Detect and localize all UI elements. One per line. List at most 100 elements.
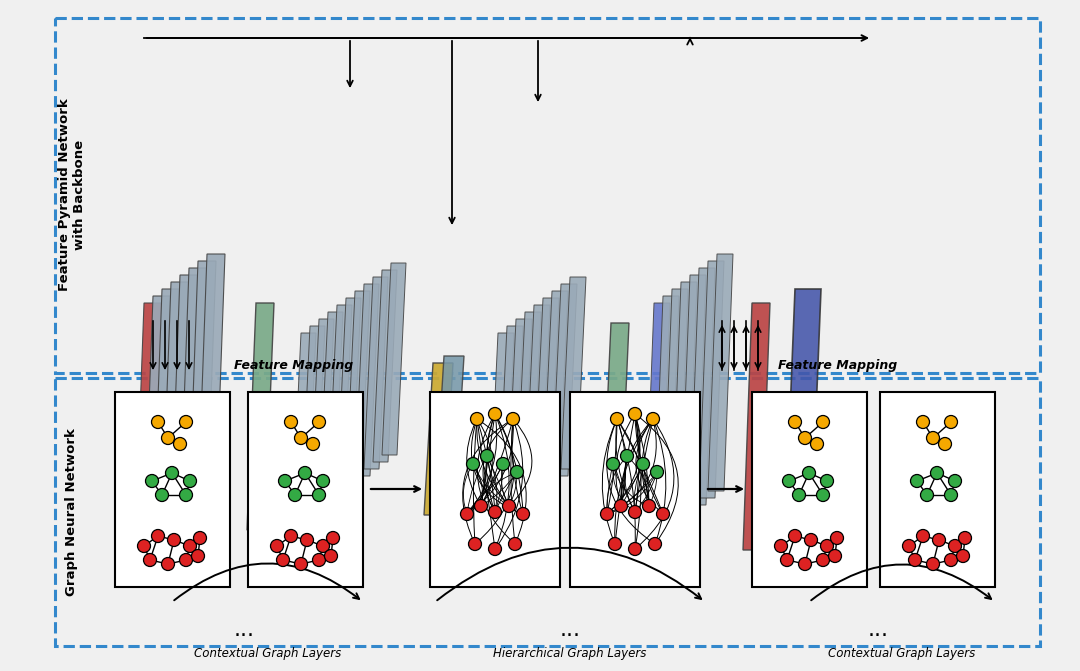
Circle shape (471, 413, 484, 425)
Circle shape (284, 529, 297, 542)
Circle shape (295, 558, 308, 570)
Polygon shape (708, 254, 733, 491)
Text: ...: ... (867, 620, 889, 640)
Circle shape (927, 558, 940, 570)
Circle shape (783, 474, 796, 488)
Circle shape (648, 537, 661, 550)
Circle shape (488, 407, 501, 421)
Polygon shape (525, 305, 550, 497)
Circle shape (945, 554, 958, 566)
Circle shape (488, 505, 501, 519)
Circle shape (279, 474, 292, 488)
Circle shape (156, 488, 168, 501)
Circle shape (908, 554, 921, 566)
Bar (248, 392, 363, 587)
Polygon shape (328, 305, 352, 497)
Circle shape (920, 488, 933, 501)
Polygon shape (247, 303, 274, 530)
Circle shape (137, 539, 150, 552)
Circle shape (193, 531, 206, 544)
Circle shape (516, 507, 529, 521)
Circle shape (326, 531, 339, 544)
Circle shape (179, 415, 192, 429)
Polygon shape (498, 326, 523, 518)
Polygon shape (534, 298, 559, 490)
Circle shape (174, 437, 187, 450)
Circle shape (931, 466, 944, 480)
Polygon shape (373, 270, 397, 462)
Circle shape (284, 415, 297, 429)
Bar (430, 392, 561, 587)
Circle shape (507, 413, 519, 425)
Circle shape (184, 474, 197, 488)
Circle shape (615, 499, 627, 513)
Circle shape (191, 550, 204, 562)
Circle shape (162, 431, 175, 444)
Polygon shape (699, 261, 724, 498)
Circle shape (793, 488, 806, 501)
Polygon shape (319, 312, 343, 504)
Circle shape (917, 415, 930, 429)
Circle shape (816, 415, 829, 429)
Bar (752, 392, 867, 587)
Polygon shape (690, 268, 715, 505)
Circle shape (816, 488, 829, 501)
Polygon shape (681, 275, 706, 512)
Circle shape (497, 458, 510, 470)
Circle shape (467, 458, 480, 470)
Circle shape (312, 554, 325, 566)
Circle shape (945, 488, 958, 501)
Circle shape (810, 437, 824, 450)
Circle shape (179, 488, 192, 501)
Polygon shape (301, 326, 325, 518)
Circle shape (316, 539, 329, 552)
Polygon shape (153, 289, 180, 536)
Circle shape (144, 554, 157, 566)
Circle shape (917, 529, 930, 542)
Circle shape (932, 533, 945, 546)
Polygon shape (784, 289, 821, 563)
Circle shape (481, 450, 494, 462)
Circle shape (621, 450, 634, 462)
Polygon shape (645, 303, 670, 540)
Circle shape (162, 558, 175, 570)
Polygon shape (654, 296, 679, 533)
Circle shape (607, 458, 620, 470)
Circle shape (288, 488, 301, 501)
Circle shape (184, 539, 197, 552)
Circle shape (828, 550, 841, 562)
Polygon shape (180, 268, 207, 515)
Circle shape (300, 533, 313, 546)
Bar (55, 18, 1040, 373)
Circle shape (774, 539, 787, 552)
Circle shape (650, 466, 663, 478)
Circle shape (788, 415, 801, 429)
Text: Feature Pyramid Network
with Backbone: Feature Pyramid Network with Backbone (58, 99, 86, 291)
Circle shape (948, 474, 961, 488)
Circle shape (509, 537, 522, 550)
Bar (114, 392, 230, 587)
Circle shape (948, 539, 961, 552)
Circle shape (910, 474, 923, 488)
Circle shape (805, 533, 818, 546)
Bar (570, 392, 700, 587)
Circle shape (816, 554, 829, 566)
Text: Feature Mapping: Feature Mapping (234, 358, 353, 372)
Bar (880, 392, 995, 587)
Polygon shape (364, 277, 388, 469)
Circle shape (298, 466, 311, 480)
Circle shape (957, 550, 970, 562)
Text: Contextual Graph Layers: Contextual Graph Layers (828, 648, 975, 660)
Polygon shape (489, 333, 514, 525)
Circle shape (945, 415, 958, 429)
Polygon shape (292, 333, 316, 525)
Polygon shape (198, 254, 225, 501)
Circle shape (600, 507, 613, 521)
Polygon shape (135, 303, 162, 550)
Circle shape (312, 415, 325, 429)
Polygon shape (507, 319, 532, 511)
Circle shape (610, 413, 623, 425)
Polygon shape (355, 284, 379, 476)
Circle shape (488, 542, 501, 556)
Circle shape (324, 550, 337, 562)
